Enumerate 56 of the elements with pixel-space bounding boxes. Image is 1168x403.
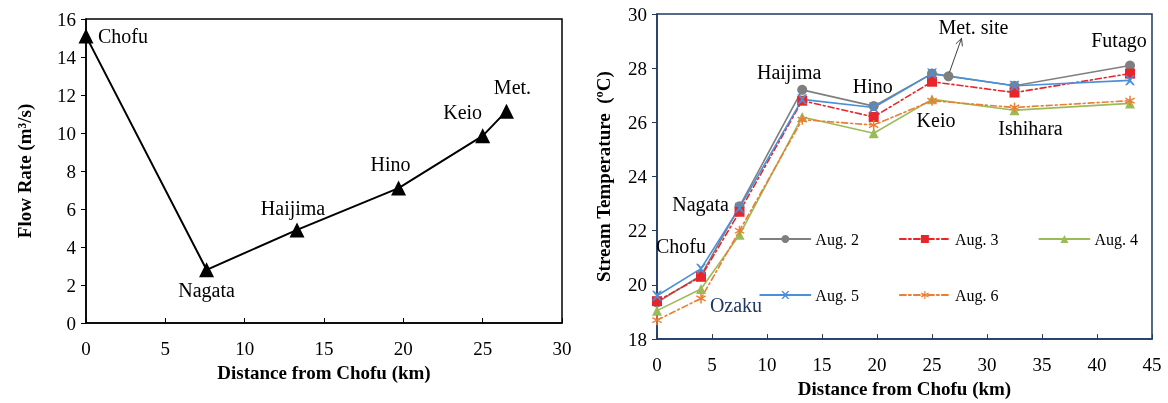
y-tick-label: 12	[57, 84, 76, 106]
annotation: Ozaku	[709, 294, 763, 317]
x-tick-label: 45	[1142, 354, 1162, 376]
x-tick-label: 30	[977, 354, 997, 376]
annotation: Futago	[1091, 29, 1147, 53]
legend-label: Aug. 6	[954, 286, 999, 305]
y-tick-label: 20	[628, 274, 647, 296]
annotation: Haijima	[756, 60, 822, 84]
x-tick-label: 20	[867, 354, 887, 376]
x-tick-label: 5	[160, 338, 171, 359]
annotation: Haijima	[260, 196, 326, 220]
x-tick-label: 20	[393, 338, 413, 359]
y-tick-label: 8	[66, 160, 76, 182]
y-tick-label: 16	[57, 8, 76, 30]
y-tick-label: 10	[57, 122, 76, 144]
annotation: Hino	[370, 153, 411, 176]
y-axis-title: Flow Rate (m³/s)	[14, 103, 36, 239]
x-tick-label: 5	[707, 354, 717, 376]
y-tick-label: 4	[66, 236, 77, 258]
y-tick-label: 18	[628, 328, 647, 350]
legend-label: Aug. 2	[815, 230, 859, 249]
y-tick-label: 24	[628, 166, 648, 188]
x-axis-title: Distance from Chofu (km)	[797, 378, 1012, 400]
x-tick-label: 15	[314, 338, 334, 359]
y-tick-label: 6	[66, 198, 76, 220]
x-tick-label: 30	[552, 338, 572, 359]
legend-label: Aug. 3	[954, 230, 999, 249]
legend-label: Aug. 5	[815, 286, 859, 305]
x-tick-label: 0	[652, 354, 662, 376]
y-tick-label: 26	[628, 111, 647, 133]
y-tick-label: 22	[628, 220, 647, 242]
annotation: Ishihara	[998, 117, 1063, 140]
x-tick-label: 25	[922, 354, 942, 376]
y-tick-label: 14	[57, 46, 77, 68]
y-tick-label: 0	[66, 312, 76, 334]
x-tick-label: 15	[812, 354, 832, 376]
annotation: Keio	[916, 109, 956, 132]
annotation: Hino	[852, 75, 893, 98]
annotation: Met.	[493, 76, 532, 99]
x-tick-label: 25	[473, 338, 493, 359]
x-tick-label: 10	[235, 338, 255, 359]
x-tick-label: 0	[81, 338, 91, 359]
y-axis-title: Stream Temperature (ºC)	[593, 71, 615, 282]
annotation: Nagata	[178, 278, 236, 302]
x-tick-label: 35	[1032, 354, 1052, 376]
annotation: Nagata	[672, 193, 729, 217]
y-tick-label: 2	[66, 274, 76, 296]
x-tick-label: 10	[757, 354, 777, 376]
x-tick-label: 40	[1087, 354, 1107, 376]
x-axis-title: Distance from Chofu (km)	[217, 361, 431, 384]
annotation: Keio	[443, 100, 483, 123]
annotation: Chofu	[98, 25, 148, 48]
annotation: Met. site	[938, 16, 1009, 39]
legend-label: Aug. 4	[1094, 230, 1139, 249]
y-tick-label: 28	[628, 57, 647, 79]
y-tick-label: 30	[628, 3, 647, 25]
